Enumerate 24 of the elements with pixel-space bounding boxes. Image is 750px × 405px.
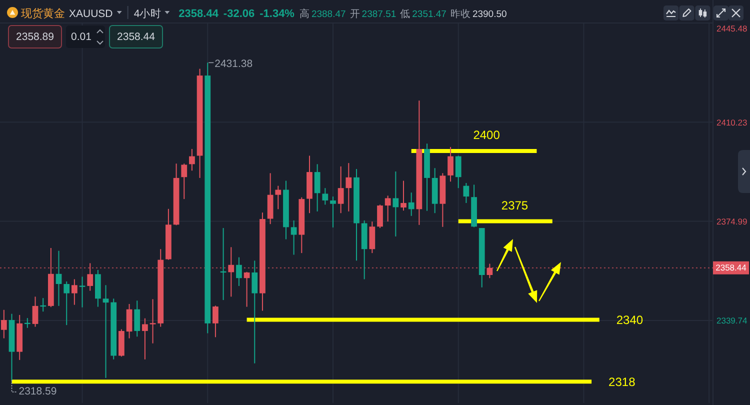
y-tick-label: 2410.23 xyxy=(716,117,748,128)
text: 4小时 xyxy=(134,7,162,20)
chart-title: 现货黄金 xyxy=(21,7,65,20)
y-tick-label: 2445.48 xyxy=(716,23,748,34)
annotation: 0.01 xyxy=(71,30,92,43)
series-label: 2375 xyxy=(501,198,528,212)
ref-line-label: 2358.44 xyxy=(716,262,747,273)
text: -1.34% xyxy=(260,8,295,20)
series-label: 2318 xyxy=(608,374,636,389)
text: 昨收 2390.50 xyxy=(450,8,507,20)
y-tick-label: 2374.99 xyxy=(716,216,748,227)
annotation: 2358.44 xyxy=(117,30,156,43)
text: 高 2388.47 xyxy=(299,8,346,20)
chart-subtitle: XAUUSD xyxy=(69,8,114,20)
series-label: 2400 xyxy=(473,128,500,142)
annotation: 2358.89 xyxy=(16,30,54,43)
text: 低 2351.47 xyxy=(400,9,446,20)
text: 开 2387.51 xyxy=(350,9,396,20)
text: -32.06 xyxy=(223,8,255,20)
text: 2358.44 xyxy=(178,8,220,20)
annotation: 2431.38 xyxy=(214,58,253,70)
annotation: 2318.59 xyxy=(18,386,57,398)
series-label: 2340 xyxy=(616,312,644,327)
y-tick-label: 2339.74 xyxy=(716,316,748,326)
